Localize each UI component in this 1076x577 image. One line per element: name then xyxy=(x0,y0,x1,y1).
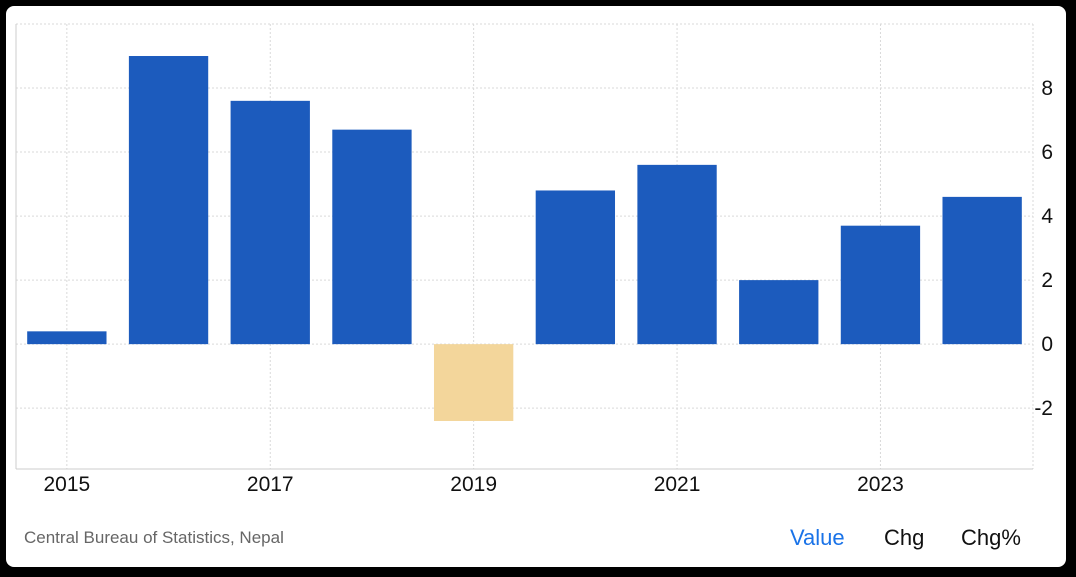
bar-2019 xyxy=(433,344,514,421)
tab-chg-percent[interactable]: Chg% xyxy=(961,525,1021,550)
bar-chart: -2 0 2 4 6 8 2015 2017 2019 2021 2023 xyxy=(15,23,1053,496)
x-tick-label: 2017 xyxy=(247,473,294,496)
bar-2020 xyxy=(535,190,616,345)
y-tick-label: 6 xyxy=(1041,141,1053,164)
x-tick-label: 2023 xyxy=(857,473,904,496)
chart-card: -2 0 2 4 6 8 2015 2017 2019 2021 2023 Central Bure… xyxy=(6,6,1066,567)
y-tick-label: 2 xyxy=(1041,269,1053,292)
tab-value[interactable]: Value xyxy=(790,525,845,550)
y-tick-label: 0 xyxy=(1041,333,1053,356)
bar-2023 xyxy=(840,225,921,345)
y-tick-label: 8 xyxy=(1041,77,1053,100)
bar-2018 xyxy=(332,129,412,345)
x-tick-label: 2021 xyxy=(654,473,701,496)
bar-2022 xyxy=(739,280,819,345)
bar-2015 xyxy=(27,331,107,345)
y-tick-label: -2 xyxy=(1034,397,1053,420)
bar-2021 xyxy=(637,164,717,345)
x-tick-label: 2019 xyxy=(450,473,497,496)
bar-2024 xyxy=(942,196,1022,345)
x-tick-label: 2015 xyxy=(43,473,90,496)
y-tick-label: 4 xyxy=(1041,205,1053,228)
bar-2017 xyxy=(230,100,310,345)
bar-2016 xyxy=(128,56,209,345)
source-label: Central Bureau of Statistics, Nepal xyxy=(24,528,284,547)
tab-chg[interactable]: Chg xyxy=(884,525,925,550)
